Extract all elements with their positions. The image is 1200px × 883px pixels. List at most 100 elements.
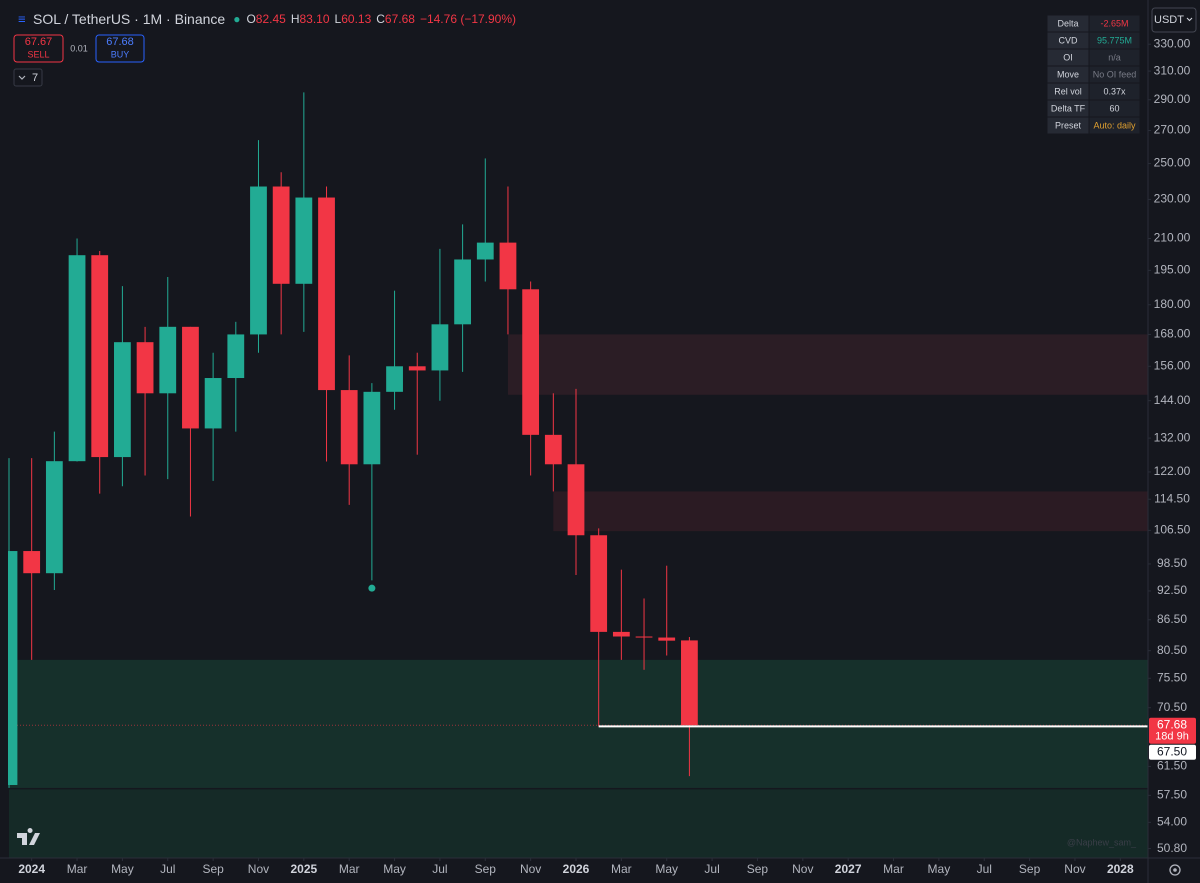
tv-logo: [17, 828, 40, 845]
y-tick-label: 122.00: [1154, 464, 1191, 478]
zone: [9, 659, 1148, 788]
gear-hub[interactable]: [1173, 868, 1177, 872]
x-tick-label: May: [383, 862, 406, 876]
table-value: n/a: [1108, 52, 1121, 62]
y-tick-label: 330.00: [1154, 36, 1191, 50]
y-tick-label: 180.00: [1154, 297, 1191, 311]
y-tick-label: 75.50: [1157, 670, 1187, 684]
y-tick-label: 70.50: [1157, 700, 1187, 714]
candle-body: [499, 242, 517, 290]
zones: [9, 334, 1149, 858]
table-label: CVD: [1058, 35, 1078, 45]
candle-body: [476, 242, 494, 260]
status-dot: ●: [233, 12, 240, 26]
y-tick-label: 106.50: [1154, 523, 1191, 537]
y-tick-label: 132.00: [1154, 430, 1191, 444]
chevron[interactable]: [1186, 17, 1193, 22]
candle-body: [454, 259, 471, 325]
table-cell: [1088, 116, 1141, 135]
table-label: Preset: [1055, 120, 1082, 130]
ohlc-value: 82.45: [256, 12, 286, 26]
watermark: @Naphew_sam_: [1067, 837, 1137, 847]
table-label: Move: [1057, 69, 1079, 79]
candle-body: [8, 551, 18, 785]
price-label: 67.68: [1157, 717, 1187, 731]
candle-body: [386, 366, 403, 392]
y-tick-label: 250.00: [1154, 156, 1191, 170]
x-tick-label: 2028: [1107, 862, 1134, 876]
table-value: No OI feed: [1093, 69, 1137, 79]
gear[interactable]: [1169, 864, 1181, 876]
currency-box[interactable]: [1151, 7, 1197, 33]
chevron[interactable]: [18, 75, 26, 80]
x-tick-label: Nov: [792, 862, 813, 876]
ohlc-value: 60.13: [341, 12, 371, 26]
x-tick-label: Mar: [611, 862, 632, 876]
candle-body: [612, 631, 630, 637]
currency-button[interactable]: USDT: [1151, 7, 1197, 33]
table-label: Delta TF: [1051, 103, 1086, 113]
buy-label[interactable]: BUY: [111, 49, 130, 59]
symbol-title: SOL / TetherUS · 1M · Binance: [33, 11, 225, 27]
buy-box[interactable]: [95, 34, 145, 63]
x-tick-label: Nov: [1064, 862, 1085, 876]
x-tick-label: 2025: [290, 862, 317, 876]
y-tick-label: 230.00: [1154, 192, 1191, 206]
y-tick-label: 156.00: [1154, 358, 1191, 372]
zone: [9, 789, 1148, 858]
zone: [553, 491, 1148, 532]
menu-icon[interactable]: ≡: [18, 11, 26, 26]
candle-body: [23, 551, 41, 574]
x-tick-label: May: [111, 862, 134, 876]
plot-area: [8, 92, 1148, 788]
y-tick-label: 270.00: [1154, 123, 1191, 137]
candle-body: [408, 366, 426, 371]
x-tick-label: Nov: [520, 862, 541, 876]
sell-label[interactable]: SELL: [27, 49, 49, 59]
x-tick-label: Nov: [248, 862, 269, 876]
candle-body: [227, 334, 245, 379]
y-tick-label: 92.50: [1157, 583, 1187, 597]
buy-button[interactable]: 67.68 BUY: [95, 34, 145, 63]
symbol-header: ≡ SOL / TetherUS · 1M · Binance ● O82.45 H8…: [18, 11, 516, 27]
indicator-count[interactable]: 7: [32, 72, 38, 84]
x-tick-label: 2024: [18, 862, 45, 876]
indicators-toggle[interactable]: 7: [13, 68, 43, 87]
buy-price[interactable]: 67.68: [106, 36, 134, 48]
candle-body: [567, 464, 585, 536]
x-tick-label: 2026: [563, 862, 590, 876]
candle-body: [68, 255, 86, 462]
candle-body: [431, 324, 449, 371]
candle-body: [204, 378, 222, 429]
settings-button[interactable]: [1169, 864, 1181, 876]
x-tick-label: Sep: [202, 862, 224, 876]
table-value: 0.37x: [1103, 86, 1126, 96]
candle-body: [658, 637, 676, 641]
candle-body: [522, 289, 540, 435]
sell-box[interactable]: [13, 34, 64, 63]
sell-button[interactable]: 67.67 SELL: [13, 34, 64, 63]
table-value: 60: [1109, 103, 1119, 113]
indicators-box[interactable]: [13, 68, 43, 87]
candle-body: [340, 390, 358, 465]
x-tick-label: Jul: [704, 862, 719, 876]
candle-body: [681, 640, 698, 726]
symbol-legend: SOL / TetherUS · 1M · Binance ● O82.45 H83.…: [33, 11, 516, 27]
table-value: -2.65M: [1100, 18, 1128, 28]
change: −14.76 (−17.90%): [420, 12, 516, 26]
currency[interactable]: USDT: [1154, 14, 1184, 26]
candle-body: [363, 391, 381, 465]
y-tick-label: 114.50: [1154, 491, 1190, 505]
ohlc-key: L: [335, 12, 342, 26]
x-tick-label: May: [928, 862, 951, 876]
candle-body: [272, 186, 290, 284]
table-label: Rel vol: [1054, 86, 1082, 96]
sell-price[interactable]: 67.67: [25, 36, 53, 48]
x-tick-label: 2027: [835, 862, 862, 876]
y-tick-label: 310.00: [1154, 63, 1191, 77]
x-tick-label: May: [655, 862, 678, 876]
candle-body: [590, 535, 608, 632]
table-value: Auto: daily: [1093, 120, 1136, 130]
y-tick-label: 50.80: [1157, 841, 1187, 855]
